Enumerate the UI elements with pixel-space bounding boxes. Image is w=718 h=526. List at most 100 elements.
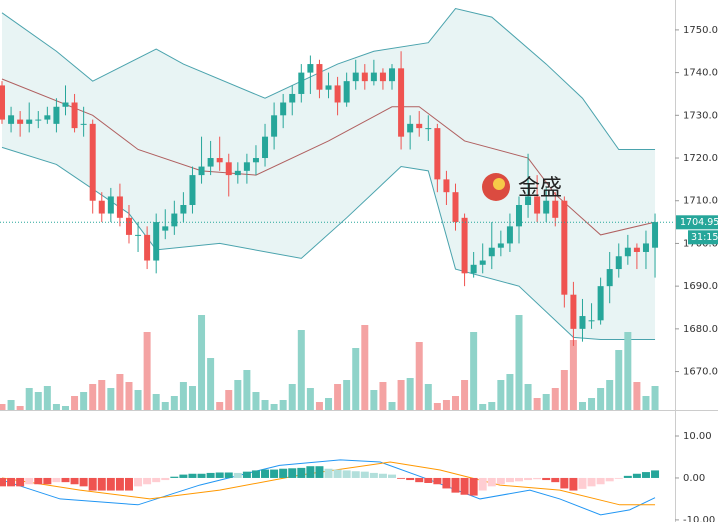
macd-histogram-bar (97, 477, 106, 491)
candle-body (207, 158, 214, 167)
macd-histogram-bar (25, 477, 34, 485)
volume-bar (252, 392, 260, 410)
volume-bar (397, 380, 405, 410)
candle-body (470, 264, 477, 274)
candle-body (243, 162, 250, 171)
volume-bar (615, 350, 623, 410)
macd-histogram-bar (270, 469, 279, 478)
volume-bar (651, 386, 659, 410)
countdown: 31:15 (691, 232, 718, 243)
last-price-box (676, 215, 718, 230)
volume-bar (542, 394, 550, 410)
candle-body (361, 72, 368, 82)
volume-bar (89, 384, 97, 410)
candle-body (125, 217, 132, 235)
candle-body (343, 81, 350, 103)
macd-histogram-bar (215, 472, 224, 478)
candle-body (98, 200, 105, 214)
volume-bar (433, 403, 441, 410)
candle-body (652, 222, 659, 248)
candle-body (35, 119, 42, 121)
volume-bar (80, 392, 88, 410)
candle-body (379, 72, 386, 82)
volume-bar (606, 380, 614, 410)
macd-histogram-bar (587, 477, 596, 487)
candle-body (443, 179, 450, 193)
candle-body (180, 205, 187, 214)
candle-body (352, 72, 359, 82)
candle-body (497, 243, 504, 248)
macd-histogram-bar (143, 477, 152, 485)
macd-histogram-bar (34, 477, 43, 485)
macd-histogram-bar (651, 470, 660, 478)
volume-bar (234, 380, 242, 410)
candle-body (26, 119, 33, 124)
candle-body (135, 234, 142, 236)
macd-histogram-bar (106, 477, 115, 491)
volume-bar (588, 398, 596, 410)
candle-body (570, 294, 577, 329)
macd-histogram-bar (524, 477, 533, 481)
candle-body (44, 115, 51, 120)
macd-y-tick-label: 0.00 (683, 473, 705, 484)
volume-bar (125, 382, 133, 410)
candle-body (515, 205, 522, 227)
band-upper (1, 7, 656, 150)
y-tick-label: 1740.00 (683, 68, 718, 79)
candle-body (370, 72, 377, 82)
volume-bar (551, 388, 559, 410)
macd-line (1, 459, 656, 516)
macd-histogram-bar (533, 477, 542, 480)
volume-bar (497, 380, 505, 410)
macd-y-tick-label: 10.00 (683, 431, 712, 442)
macd-histogram-bar (478, 477, 487, 491)
volume-bar (207, 358, 215, 410)
macd-histogram-bar (134, 477, 143, 487)
macd-histogram-bar (569, 477, 578, 491)
volume-bar (370, 390, 378, 410)
candle-body (452, 192, 459, 223)
volume-bar (415, 342, 423, 410)
candle-body (234, 170, 241, 176)
candle-body (579, 316, 586, 329)
candle-body (17, 119, 24, 124)
volume-bar (515, 315, 523, 410)
volume-bar (442, 400, 450, 410)
macd-histogram-bar (442, 477, 451, 489)
macd-histogram-bar (542, 477, 551, 481)
volume-bar (270, 404, 278, 410)
volume-bar (533, 398, 541, 410)
macd-histogram-bar (88, 477, 97, 491)
macd-histogram-bar (333, 469, 342, 478)
candle-body (153, 222, 160, 261)
macd-histogram-bar (261, 469, 270, 478)
candle-body (162, 226, 169, 231)
candle-body (334, 85, 341, 103)
volume-bar (116, 374, 124, 410)
volume-bar (0, 404, 6, 410)
candle-body (398, 68, 405, 137)
macd-histogram-bar (7, 477, 16, 487)
macd-histogram-bar (43, 477, 52, 485)
macd-histogram-bar (406, 477, 415, 481)
candle-body (588, 320, 595, 322)
macd-histogram-bar (279, 468, 288, 478)
macd-histogram-bar (369, 472, 378, 478)
macd-histogram-bar (505, 477, 514, 483)
candle-body (198, 166, 205, 176)
candle-body (116, 196, 123, 218)
candle-body (62, 102, 69, 107)
candle-body (543, 200, 550, 214)
candle-body (561, 200, 568, 295)
macd-histogram-bar (197, 473, 206, 478)
candle-body (615, 256, 622, 270)
volume-bar (225, 390, 233, 410)
candle-body (262, 136, 269, 159)
macd-histogram-bar (388, 474, 397, 478)
macd-histogram-bar (16, 477, 25, 487)
volume-bar (560, 370, 568, 410)
macd-histogram-bar (52, 477, 61, 483)
candle-body (479, 260, 486, 265)
volume-bar (216, 402, 224, 410)
volume-bar (361, 325, 369, 410)
